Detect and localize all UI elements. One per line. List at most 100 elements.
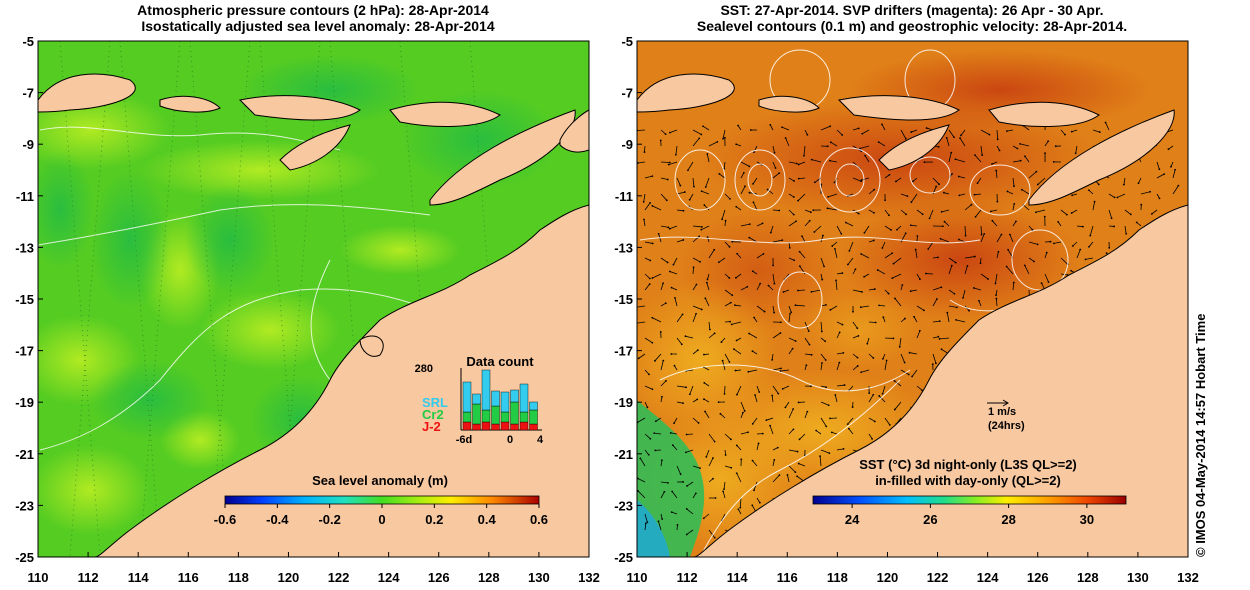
ssh-colorbar-title: Sea level anomaly (m) — [312, 473, 448, 488]
right-y-tick-label: -25 — [614, 550, 633, 565]
ssh-colorbar-tick: 0.6 — [530, 512, 548, 527]
australia-mainland — [693, 204, 1188, 557]
ssh-colorbar-tick: -0.4 — [266, 512, 289, 527]
left-x-tick-label: 126 — [428, 570, 450, 585]
velocity-scale: 1 m/s (24hrs) — [987, 399, 1025, 432]
ssh-colorbar-tick: 0.4 — [478, 512, 497, 527]
sst-cool-shelf — [637, 400, 705, 557]
ssh-land — [38, 73, 589, 557]
left-x-tick-label: 118 — [228, 570, 249, 585]
left-y-tick-label: -25 — [15, 550, 34, 565]
legend-srl: SRL — [422, 395, 448, 410]
flores-east — [988, 101, 1100, 127]
data-count-bar — [510, 423, 519, 431]
right-y-tick-label: -9 — [621, 137, 633, 152]
right-x-tick-label: 132 — [1177, 570, 1199, 585]
bali-lombok — [159, 95, 221, 113]
right-y-tick-label: -15 — [614, 292, 633, 307]
right-x-tick-label: 118 — [827, 570, 848, 585]
data-count-bar — [481, 369, 491, 411]
right-y-tick-label: -21 — [614, 447, 633, 462]
data-count-bar — [500, 391, 510, 413]
sumba — [279, 124, 351, 171]
australia-mainland — [94, 204, 589, 557]
right-x-tick-label: 114 — [727, 570, 749, 585]
right-map-panel: SST: 27-Apr-2014. SVP drifters (magenta)… — [614, 2, 1199, 585]
data-count-bar — [519, 411, 529, 423]
velocity-scale-label: 1 m/s — [988, 406, 1016, 418]
right-x-tick-label: 124 — [977, 570, 999, 585]
right-x-tick-label: 128 — [1077, 570, 1099, 585]
data-count-bar — [510, 389, 519, 403]
data-count-bar — [462, 411, 472, 423]
sst-colorbar-tick: 24 — [845, 512, 860, 527]
right-y-tick-label: -19 — [614, 395, 633, 410]
right-y-axis: -5 -7 -9 -11 -13 -15 -17 -19 -21 -23 -25 — [614, 34, 642, 565]
sst-colorbar-title-line1: SST (°C) 3d night-only (L3S QL>=2) — [859, 457, 1077, 472]
sst-land — [637, 73, 1188, 557]
right-y-tick-label: -13 — [614, 240, 633, 255]
right-x-tick-label: 116 — [777, 570, 798, 585]
sst-colorbar-tick: 28 — [1001, 512, 1015, 527]
ssh-colorbar-tick: -0.2 — [318, 512, 340, 527]
data-count-bar — [529, 409, 538, 425]
data-count-bar — [500, 421, 510, 431]
data-count-bar — [529, 423, 538, 431]
right-y-tick-label: -23 — [614, 498, 633, 513]
left-map-area: Data count 280 -6d 0 4 SRL Cr2 J-2 Sea l… — [38, 41, 589, 557]
left-y-tick-label: -23 — [15, 498, 34, 513]
data-count-bar — [519, 421, 529, 431]
left-x-tick-label: 124 — [378, 570, 400, 585]
left-y-tick-label: -5 — [22, 34, 34, 49]
coastal-island — [359, 335, 384, 357]
data-count-bar — [491, 390, 500, 407]
right-x-tick-label: 130 — [1127, 570, 1149, 585]
left-x-tick-label: 132 — [578, 570, 600, 585]
data-count-bar — [472, 423, 481, 431]
left-map-panel: Atmospheric pressure contours (2 hPa): 2… — [15, 2, 600, 585]
left-title-line1: Atmospheric pressure contours (2 hPa): 2… — [137, 2, 489, 18]
java-landmass — [637, 73, 735, 113]
right-x-tick-label: 110 — [627, 570, 648, 585]
left-x-tick-label: 116 — [178, 570, 199, 585]
east-islands — [559, 109, 589, 153]
ssh-colorbar-tick: -0.6 — [214, 512, 236, 527]
right-x-axis: 110 112 114 116 118 120 122 124 126 128 130 132 — [627, 552, 1199, 585]
legend-j2: J-2 — [422, 419, 441, 434]
ssh-colorbar-tick: 0 — [378, 512, 385, 527]
sst-colorbar-title-line2: in-filled with day-only (QL>=2) — [875, 473, 1061, 488]
right-x-tick-label: 126 — [1027, 570, 1049, 585]
left-x-tick-label: 114 — [128, 570, 150, 585]
left-x-tick-label: 128 — [478, 570, 500, 585]
data-count-bar — [472, 403, 481, 425]
left-x-tick-label: 122 — [328, 570, 350, 585]
left-y-tick-label: -19 — [15, 395, 34, 410]
data-count-bar — [491, 423, 500, 431]
data-count-bars — [462, 369, 538, 431]
data-count-bar — [529, 401, 538, 411]
ssh-colorbar-tick: 0.2 — [425, 512, 443, 527]
ssh-colorbar-gradient — [224, 495, 540, 505]
data-count-bar — [472, 393, 481, 405]
left-x-tick-label: 130 — [528, 570, 550, 585]
right-map-area: 1 m/s (24hrs) SST (°C) 3d night-only (L3… — [637, 41, 1188, 557]
left-y-tick-label: -13 — [15, 240, 34, 255]
right-title-line1: SST: 27-Apr-2014. SVP drifters (magenta)… — [720, 2, 1103, 18]
data-count-ymax: 280 — [415, 363, 433, 375]
bali-lombok — [758, 95, 820, 113]
left-y-tick-label: -9 — [22, 137, 34, 152]
left-y-tick-label: -7 — [22, 86, 34, 101]
data-count-bar — [462, 381, 472, 413]
data-count-inset: Data count 280 -6d 0 4 SRL Cr2 J-2 — [415, 354, 544, 446]
left-y-tick-label: -15 — [15, 292, 34, 307]
data-count-bar — [481, 409, 491, 423]
left-y-tick-label: -17 — [15, 344, 34, 359]
left-x-axis: 110 112 114 116 118 120 122 124 126 128 130 132 — [28, 552, 600, 585]
data-count-bar — [491, 405, 500, 425]
data-count-xtick-1: 0 — [507, 434, 513, 446]
left-x-tick-label: 120 — [278, 570, 300, 585]
left-x-tick-label: 112 — [78, 570, 99, 585]
right-y-tick-label: -7 — [621, 86, 633, 101]
right-y-tick-label: -11 — [615, 189, 633, 204]
data-count-bar — [500, 411, 510, 423]
